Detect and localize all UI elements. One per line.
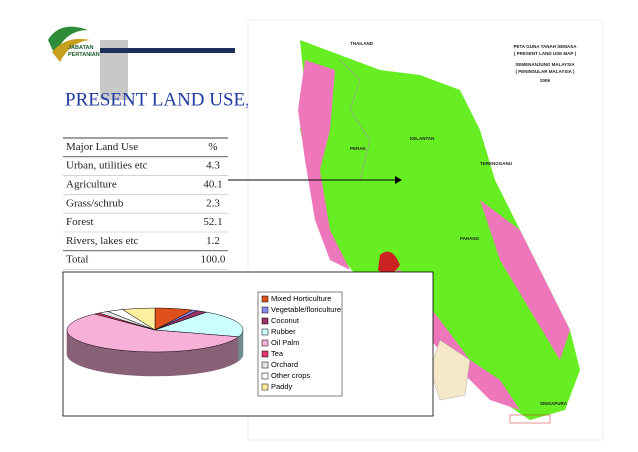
cell: 52.1	[203, 216, 222, 228]
cell: 2.3	[206, 197, 220, 209]
map-border	[339, 59, 371, 181]
pie-slice	[66, 313, 240, 353]
chart-frame	[62, 271, 434, 417]
map: THAILAND KELANTAN TERENGGANU PERAK PAHAN…	[247, 19, 604, 441]
cell: Grass/schrub	[66, 197, 124, 209]
legend-swatch	[261, 306, 269, 314]
cell: Urban, utilities etc	[66, 160, 148, 172]
legend-swatch	[261, 328, 269, 336]
legend-swatch	[261, 361, 269, 369]
map-label: TERENGGANU	[480, 161, 512, 166]
map-label: THAILAND	[350, 41, 374, 46]
cell: 100.0	[201, 254, 226, 266]
legend-label: Tea	[271, 349, 284, 358]
legend-label: Orchard	[271, 360, 298, 369]
map-urban	[378, 251, 400, 274]
slide-title: PRESENT LAND USE, 2006	[65, 89, 293, 110]
legend-label: Vegetable/floriculture	[271, 305, 341, 314]
cell: Total	[66, 254, 88, 266]
legend-frame	[257, 291, 343, 397]
map-year: 2006	[540, 78, 551, 83]
pie-slice	[121, 307, 156, 331]
legend-swatch	[261, 339, 269, 347]
map-label: KELANTAN	[410, 136, 434, 141]
map-title: ( PRESENT LAND USE MAP )	[514, 51, 577, 56]
cell: Rivers, lakes etc	[66, 235, 139, 247]
logo-text: PERTANIAN	[68, 52, 100, 58]
cell: 40.1	[203, 179, 222, 191]
map-land	[300, 40, 580, 420]
legend-swatch	[261, 372, 269, 380]
arrow-head	[395, 176, 402, 184]
table: Major Land Use % Urban, utilities etc 4.3 Ag…	[63, 137, 228, 270]
map-stamp	[509, 414, 551, 424]
logo-text: JABATAN	[68, 45, 93, 51]
legend-swatch	[261, 295, 269, 303]
cell: Forest	[66, 216, 94, 228]
map-area	[480, 200, 570, 360]
map-title: PETA GUNA TANAH SEMASA	[514, 44, 578, 49]
logo-leaf	[52, 38, 90, 62]
cell: Major Land Use	[66, 141, 138, 153]
legend-label: Other crops	[271, 371, 310, 380]
map-label: PERAK	[350, 146, 367, 151]
map-area	[298, 60, 350, 270]
legend-label: Coconut	[271, 316, 300, 325]
legend-label: Mixed Horticulture	[271, 294, 331, 303]
legend-swatch	[261, 383, 269, 391]
map-label: PAHANG	[460, 236, 480, 241]
map-label: SINGAPURA	[540, 401, 568, 406]
pie-slice	[154, 311, 244, 338]
logo: JABATAN PERTANIAN	[48, 26, 100, 62]
decor-bar	[100, 48, 235, 53]
cell: 1.2	[206, 235, 220, 247]
map-title: ( PENINSULAR MALAYSIA )	[516, 69, 575, 74]
legend-swatch	[261, 350, 269, 358]
cell: 4.3	[206, 160, 220, 172]
legend-label: Oil Palm	[271, 338, 299, 347]
pie-chart: Mixed Horticulture Vegetable/floriculture…	[66, 294, 341, 391]
cell: %	[208, 141, 217, 153]
legend-swatch	[261, 317, 269, 325]
legend-label: Rubber	[271, 327, 296, 336]
cell: Agriculture	[66, 179, 117, 191]
map-title: SEMENANJUNG MALAYSIA	[515, 62, 575, 67]
legend-label: Paddy	[271, 382, 293, 391]
